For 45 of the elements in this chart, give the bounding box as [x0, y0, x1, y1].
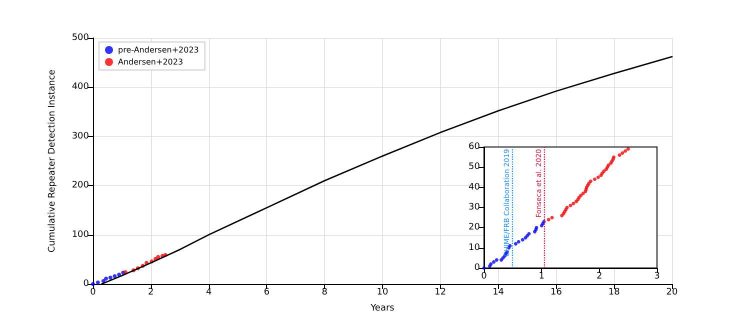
point — [108, 276, 112, 280]
point — [520, 238, 524, 242]
y-tick-label: 0 — [83, 279, 90, 289]
y-tick-label: 40 — [468, 182, 480, 192]
point — [572, 202, 576, 206]
x-tick-label: 20 — [666, 288, 678, 298]
point — [104, 276, 108, 281]
y-tick-label: 500 — [72, 33, 90, 43]
point — [581, 192, 585, 196]
point — [514, 242, 518, 246]
point — [624, 149, 628, 153]
y-tick-label: 200 — [72, 180, 90, 191]
x-axis-title: Years — [370, 304, 395, 314]
y-tick-label: 10 — [468, 242, 480, 253]
point — [596, 176, 600, 179]
x-tick-label: 10 — [376, 288, 388, 298]
y-tick-label: 50 — [468, 162, 480, 172]
y-tick-label: 20 — [468, 222, 480, 233]
point — [550, 216, 554, 220]
point — [91, 282, 95, 286]
y-axis-title: Cumulative Repeater Detection Instance — [48, 69, 58, 252]
x-tick-label: 12 — [434, 288, 446, 298]
x-tick-label: 16 — [550, 288, 562, 298]
point — [96, 280, 100, 285]
point — [494, 258, 498, 262]
point — [626, 147, 630, 151]
point — [112, 274, 117, 278]
y-tick-label: 400 — [72, 82, 90, 92]
point — [156, 254, 160, 259]
legend-label: pre-Andersen+2023 — [118, 46, 199, 54]
y-tick-label: 0 — [474, 263, 480, 273]
x-tick-label: 18 — [608, 288, 620, 298]
point — [492, 260, 496, 264]
x-tick-label: 8 — [322, 288, 328, 298]
point — [117, 272, 122, 277]
legend-label: Andersen+2023 — [118, 58, 184, 66]
point — [620, 151, 624, 155]
point — [546, 218, 550, 222]
point — [516, 240, 520, 244]
point — [592, 178, 596, 182]
y-tick-label: 30 — [468, 202, 480, 212]
x-tick-label: 14 — [492, 288, 504, 298]
y-tick-label: 100 — [72, 230, 90, 240]
y-tick-label: 300 — [72, 131, 90, 142]
y-tick-label: 60 — [468, 142, 480, 152]
